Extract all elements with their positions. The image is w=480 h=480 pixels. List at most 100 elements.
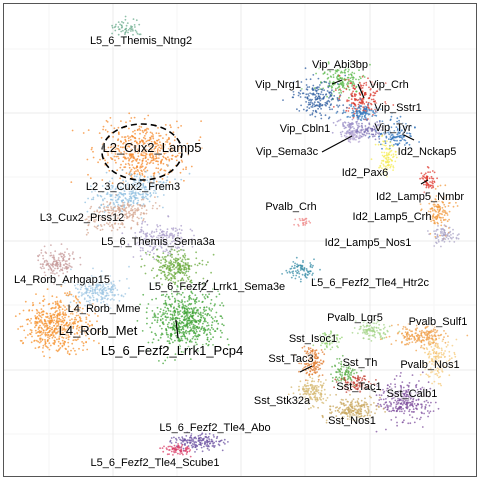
data-point	[415, 332, 417, 334]
data-point	[350, 98, 353, 101]
data-point	[79, 320, 82, 322]
data-point	[144, 151, 147, 154]
data-point	[358, 92, 361, 95]
data-point	[129, 157, 132, 160]
data-point	[97, 219, 100, 222]
data-point	[403, 131, 405, 133]
data-point	[110, 209, 112, 212]
data-point	[141, 160, 144, 163]
data-point	[111, 24, 113, 27]
data-point	[89, 215, 91, 218]
data-point	[158, 256, 161, 259]
data-point	[57, 304, 59, 306]
data-point	[159, 149, 161, 152]
data-point	[385, 148, 387, 150]
data-point	[120, 295, 123, 297]
data-point	[420, 332, 423, 335]
data-point	[132, 189, 134, 192]
cluster-pvalb-crh	[293, 217, 312, 227]
data-point	[174, 136, 177, 138]
data-point	[221, 331, 223, 334]
data-point	[387, 123, 390, 126]
data-point	[142, 249, 144, 252]
data-point	[390, 132, 392, 135]
data-point	[349, 141, 352, 144]
data-point	[120, 199, 123, 202]
data-point	[428, 336, 431, 339]
data-point	[179, 339, 182, 342]
data-point	[352, 109, 354, 112]
data-point	[24, 300, 27, 303]
data-point	[351, 126, 354, 128]
data-point	[437, 200, 440, 202]
data-point	[27, 318, 29, 321]
data-point	[37, 259, 40, 262]
data-point	[408, 333, 410, 336]
data-point	[81, 341, 83, 343]
data-point	[423, 191, 426, 194]
data-point	[181, 299, 183, 301]
data-point	[174, 277, 177, 280]
data-point	[169, 124, 172, 127]
data-point	[111, 186, 114, 189]
data-point	[444, 211, 447, 213]
data-point	[61, 252, 64, 255]
data-point	[374, 138, 377, 141]
data-point	[187, 310, 189, 313]
data-point	[367, 106, 370, 109]
data-point	[152, 192, 155, 194]
data-point	[166, 179, 169, 182]
data-point	[406, 342, 408, 345]
data-point	[367, 103, 370, 105]
data-point	[338, 97, 340, 100]
data-point	[117, 155, 119, 158]
data-point	[153, 231, 156, 234]
data-point	[96, 320, 98, 323]
data-point	[308, 99, 310, 102]
data-point	[409, 146, 412, 149]
data-point	[122, 179, 124, 182]
data-point	[66, 271, 69, 273]
data-point	[330, 98, 333, 101]
data-point	[159, 144, 162, 146]
data-point	[144, 154, 147, 157]
data-point	[128, 185, 131, 188]
data-point	[130, 226, 133, 229]
data-point	[174, 299, 177, 302]
data-point	[51, 336, 54, 339]
cluster-l2-3-cux2-frem3	[84, 164, 191, 227]
data-point	[85, 300, 88, 303]
data-point	[374, 92, 377, 94]
data-point	[138, 137, 141, 140]
data-point	[165, 316, 168, 319]
data-point	[112, 136, 114, 138]
data-point	[160, 277, 162, 280]
data-point	[164, 258, 167, 261]
cluster-vip-abi3bp	[300, 61, 371, 101]
data-point	[344, 74, 347, 77]
data-point	[138, 183, 141, 186]
data-point	[124, 152, 126, 155]
data-point	[158, 146, 161, 149]
data-point	[218, 293, 221, 296]
data-point	[74, 339, 76, 341]
data-point	[195, 257, 198, 260]
data-point	[146, 150, 149, 153]
data-point	[174, 246, 177, 249]
data-point	[390, 154, 393, 157]
data-point	[134, 207, 136, 210]
data-point	[171, 262, 174, 265]
data-point	[24, 336, 27, 339]
data-point	[109, 288, 112, 291]
data-point	[51, 319, 53, 322]
data-point	[62, 259, 65, 261]
data-point	[108, 169, 111, 172]
data-point	[389, 136, 392, 138]
data-point	[361, 115, 364, 118]
data-point	[165, 303, 168, 305]
data-point	[361, 87, 364, 89]
data-point	[408, 143, 411, 146]
data-point	[130, 155, 133, 157]
data-point	[370, 340, 373, 342]
data-point	[157, 259, 160, 262]
